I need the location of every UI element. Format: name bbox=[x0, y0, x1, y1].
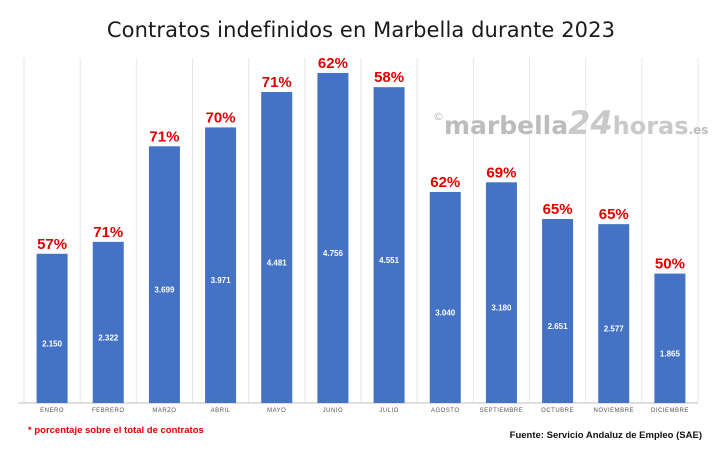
x-tick-label: DICIEMBRE bbox=[651, 408, 689, 414]
x-tick-label: FEBRERO bbox=[92, 408, 125, 414]
bar-febrero bbox=[92, 241, 124, 403]
bar-agosto bbox=[429, 192, 461, 403]
bar-diciembre bbox=[654, 273, 686, 403]
x-tick-label: JUNIO bbox=[323, 408, 344, 414]
percent-label: 62% bbox=[318, 55, 348, 72]
x-tick-label: NOVIEMBRE bbox=[593, 408, 634, 414]
x-tick-label: AGOSTO bbox=[431, 408, 460, 414]
bar-octubre bbox=[542, 219, 574, 403]
bars bbox=[36, 72, 686, 404]
percent-label: 50% bbox=[655, 256, 685, 273]
bar-junio bbox=[317, 72, 349, 404]
x-tick-label: MARZO bbox=[152, 408, 176, 414]
watermark-domain: .es bbox=[688, 123, 709, 137]
bar-abril bbox=[205, 127, 237, 403]
bar-septiembre bbox=[485, 182, 517, 403]
value-label: 3.180 bbox=[491, 304, 512, 313]
percent-label: 70% bbox=[206, 109, 236, 126]
bar-noviembre bbox=[598, 224, 630, 403]
x-tick-label: MAYO bbox=[267, 408, 286, 414]
value-label: 4.481 bbox=[267, 259, 288, 268]
value-label: 2.577 bbox=[604, 325, 625, 334]
percent-label: 71% bbox=[93, 224, 123, 241]
bar-enero bbox=[36, 253, 68, 403]
percent-label: 58% bbox=[374, 69, 404, 86]
gridlines bbox=[18, 58, 699, 404]
watermark-copyright: © bbox=[433, 110, 444, 123]
value-label: 4.551 bbox=[379, 256, 400, 265]
value-label: 2.150 bbox=[42, 339, 63, 348]
value-label: 2.651 bbox=[548, 322, 569, 331]
value-label: 3.699 bbox=[154, 286, 175, 295]
labels: 57% 2.150 ENERO 71% 2.322 FEBRERO 71% 3.699 MARZ… bbox=[37, 55, 689, 414]
percent-label: 69% bbox=[486, 164, 516, 181]
x-tick-label: ENERO bbox=[40, 408, 64, 414]
watermark-logo: ©marbella24horas.es bbox=[433, 104, 708, 142]
value-label: 2.322 bbox=[98, 333, 119, 342]
percent-label: 65% bbox=[599, 206, 629, 223]
bar-julio bbox=[373, 87, 405, 404]
x-tick-label: JULIO bbox=[379, 408, 399, 414]
footnote: * porcentaje sobre el total de contratos bbox=[28, 425, 204, 436]
watermark-horas: horas bbox=[612, 112, 689, 140]
bar-mayo bbox=[261, 92, 293, 403]
watermark-marbella: marbella bbox=[444, 111, 569, 140]
value-label: 1.865 bbox=[660, 349, 681, 358]
chart-title: Contratos indefinidos en Marbella durant… bbox=[106, 18, 616, 42]
percent-label: 71% bbox=[262, 74, 292, 91]
watermark-24: 24 bbox=[568, 104, 613, 142]
x-tick-label: ABRIL bbox=[211, 408, 231, 414]
bar-marzo bbox=[148, 146, 180, 403]
percent-label: 62% bbox=[430, 174, 460, 191]
source-note: Fuente: Servicio Andaluz de Empleo (SAE) bbox=[509, 430, 702, 441]
value-label: 4.756 bbox=[323, 249, 344, 258]
percent-label: 71% bbox=[149, 128, 179, 145]
value-label: 3.971 bbox=[211, 276, 232, 285]
percent-label: 65% bbox=[543, 201, 573, 218]
percent-label: 57% bbox=[37, 236, 67, 253]
value-label: 3.040 bbox=[435, 309, 456, 318]
x-tick-label: OCTUBRE bbox=[541, 408, 574, 414]
x-tick-label: SEPTIEMBRE bbox=[480, 408, 524, 414]
